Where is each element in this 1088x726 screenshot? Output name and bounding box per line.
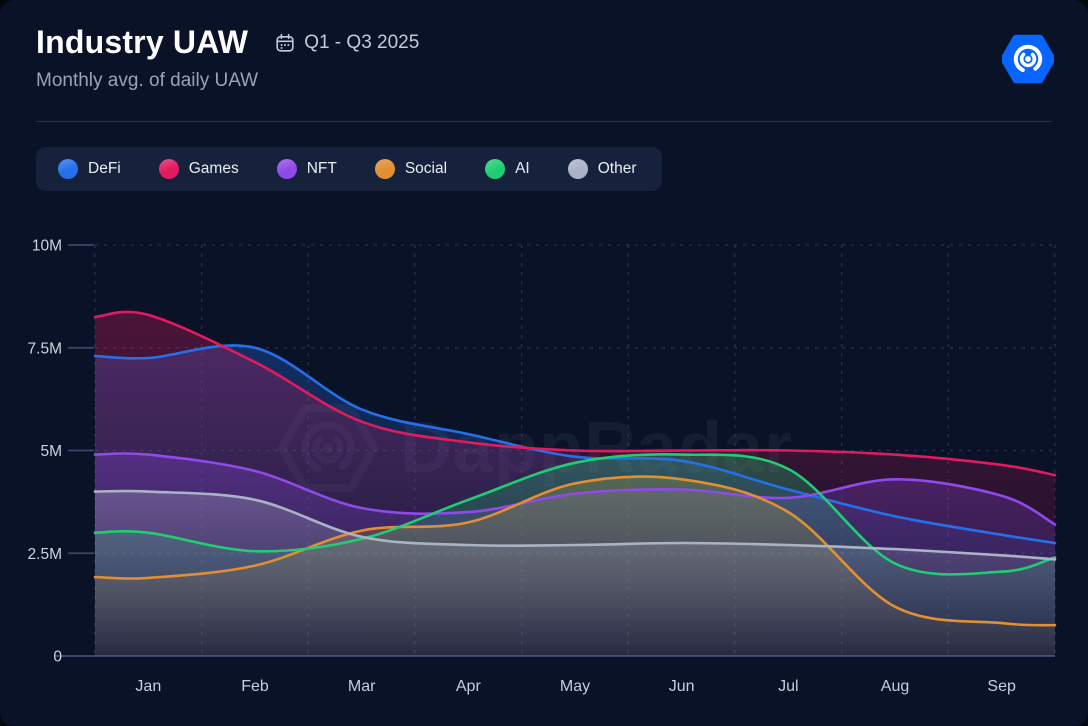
x-axis-label-feb: Feb bbox=[241, 678, 269, 695]
radar-swirl-icon bbox=[1013, 44, 1043, 74]
x-axis-label-aug: Aug bbox=[881, 678, 909, 695]
series-line-other bbox=[93, 489, 1057, 561]
header-divider bbox=[36, 121, 1052, 122]
legend-label: Other bbox=[597, 160, 637, 177]
page-title: Industry UAW bbox=[36, 24, 249, 60]
legend-label: Social bbox=[404, 160, 448, 177]
x-axis-label-jul: Jul bbox=[778, 678, 798, 695]
y-axis-label-7.5m: 7.5M bbox=[28, 340, 62, 357]
series-line-defi bbox=[93, 344, 1057, 545]
series-line-social bbox=[93, 475, 1057, 627]
x-axis-label-jan: Jan bbox=[135, 678, 161, 695]
x-axis-label-apr: Apr bbox=[456, 678, 482, 695]
y-axis-label-5m: 5M bbox=[40, 443, 62, 460]
calendar-icon bbox=[275, 33, 295, 53]
legend-item-other[interactable]: Other bbox=[567, 159, 637, 179]
series-lines bbox=[93, 310, 1057, 627]
legend-dot-defi bbox=[58, 159, 78, 179]
series-line-games bbox=[93, 310, 1057, 477]
legend-item-nft[interactable]: NFT bbox=[276, 159, 337, 179]
x-axis-label-sep: Sep bbox=[987, 678, 1016, 695]
date-range-badge: Q1 - Q3 2025 bbox=[275, 32, 419, 54]
legend: DeFi Games NFT Social AI Other bbox=[36, 147, 663, 191]
legend-label: Games bbox=[188, 160, 239, 177]
series-line-nft bbox=[93, 452, 1057, 526]
date-range-label: Q1 - Q3 2025 bbox=[304, 32, 420, 53]
axis-labels: 0 2.5M 5M 7.5M 10M Jan Feb Mar Apr May Jun Jul Aug Se… bbox=[28, 238, 1016, 696]
legend-item-games[interactable]: Games bbox=[158, 159, 239, 179]
legend-dot-nft bbox=[276, 159, 297, 179]
legend-item-ai[interactable]: AI bbox=[485, 159, 530, 179]
legend-label: AI bbox=[515, 160, 530, 177]
y-axis-label-2.5m: 2.5M bbox=[28, 546, 62, 563]
legend-label: NFT bbox=[306, 160, 337, 177]
subtitle: Monthly avg. of daily UAW bbox=[36, 70, 259, 92]
legend-dot-other bbox=[567, 159, 588, 179]
legend-item-social[interactable]: Social bbox=[374, 159, 448, 179]
legend-item-defi[interactable]: DeFi bbox=[58, 159, 121, 179]
chart-header: Industry UAW Q1 - Q3 2025 Monthly avg. o… bbox=[0, 0, 1088, 92]
y-axis-label-0: 0 bbox=[53, 649, 62, 666]
legend-label: DeFi bbox=[88, 160, 121, 177]
y-axis-label-10m: 10M bbox=[32, 238, 62, 255]
dappradar-logo[interactable] bbox=[1000, 33, 1056, 85]
legend-dot-games bbox=[158, 159, 179, 179]
x-axis-label-jun: Jun bbox=[669, 678, 695, 695]
series-line-ai bbox=[93, 453, 1057, 576]
legend-dot-ai bbox=[485, 159, 506, 179]
legend-dot-social bbox=[374, 159, 395, 179]
x-axis-label-mar: Mar bbox=[348, 678, 376, 695]
series-area-other bbox=[95, 490, 1055, 656]
x-axis-label-may: May bbox=[560, 678, 590, 695]
